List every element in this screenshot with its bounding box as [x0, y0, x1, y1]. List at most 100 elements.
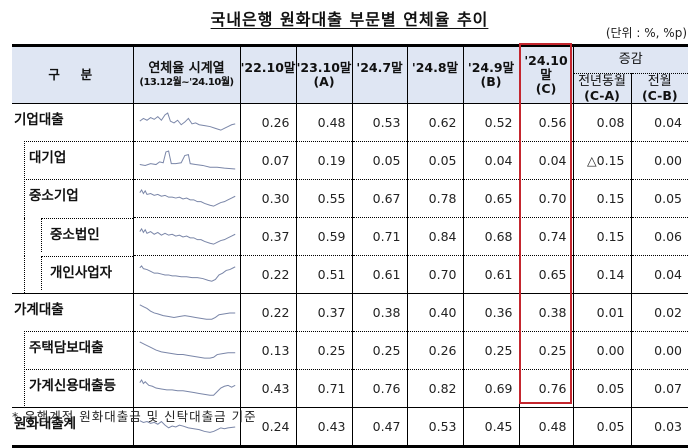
cell-yoy: 0.14 [573, 255, 632, 294]
cell-v2409: 0.25 [463, 331, 520, 370]
row-label: 주택담보대출 [12, 331, 134, 370]
cell-mom: 0.00 [631, 141, 689, 180]
cell-v2409: 0.36 [463, 293, 520, 332]
cell-v2310: 0.59 [296, 217, 353, 256]
header-yoy: 전년동월 (C-A) [572, 73, 632, 104]
cell-v2410: 0.56 [519, 103, 574, 142]
cell-v2210: 0.22 [240, 293, 297, 332]
cell-v2409: 0.69 [463, 369, 520, 408]
cell-mom: 0.03 [631, 407, 689, 448]
cell-yoy: 0.05 [573, 407, 632, 448]
table-row: 주택담보대출 0.13 0.25 0.25 0.26 0.25 0.25 0.00 0.00 [12, 331, 689, 370]
cell-v2408: 0.78 [407, 179, 464, 218]
cell-v2410: 0.70 [519, 179, 574, 218]
cell-mom: 0.04 [631, 103, 689, 142]
table-row: 개인사업자 0.22 0.51 0.61 0.70 0.61 0.65 0.14 0.04 [12, 255, 689, 294]
header-2410: '24.10말 (C) [518, 45, 574, 104]
cell-v2410: 0.04 [519, 141, 574, 180]
cell-mom: 0.06 [631, 217, 689, 256]
cell-v2210: 0.26 [240, 103, 297, 142]
cell-v2310: 0.51 [296, 255, 353, 294]
cell-v2310: 0.19 [296, 141, 353, 180]
cell-v2210: 0.07 [240, 141, 297, 180]
header-change: 증감 [572, 45, 689, 74]
cell-mom: 0.00 [631, 331, 689, 370]
header-2408: '24.8말 [406, 45, 464, 104]
unit-label: (단위 : %, %p) [605, 26, 687, 40]
cell-v2408: 0.05 [407, 141, 464, 180]
cell-v2410: 0.38 [519, 293, 574, 332]
cell-yoy: 0.15 [573, 179, 632, 218]
cell-yoy: 0.15 [573, 217, 632, 256]
cell-mom: 0.05 [631, 179, 689, 218]
sparkline-chart [133, 141, 241, 180]
cell-v2407: 0.47 [352, 407, 408, 448]
header-2310: '23.10말 (A) [295, 45, 353, 104]
row-label: 중소법인 [12, 217, 134, 256]
cell-v2408: 0.40 [407, 293, 464, 332]
cell-v2408: 0.62 [407, 103, 464, 142]
cell-v2310: 0.43 [296, 407, 353, 448]
sparkline-chart [133, 103, 241, 142]
delinquency-table: 구 분 연체율 시계열 (13.12월~'24.10월) '22.10말 '23… [12, 44, 689, 448]
cell-v2409: 0.68 [463, 217, 520, 256]
cell-v2407: 0.53 [352, 103, 408, 142]
cell-v2408: 0.53 [407, 407, 464, 448]
cell-v2210: 0.43 [240, 369, 297, 408]
cell-v2410: 0.48 [519, 407, 574, 448]
cell-v2410: 0.74 [519, 217, 574, 256]
cell-v2409: 0.61 [463, 255, 520, 294]
row-label: 대기업 [12, 141, 134, 180]
cell-yoy: 0.08 [573, 103, 632, 142]
cell-v2407: 0.61 [352, 255, 408, 294]
header-series: 연체율 시계열 (13.12월~'24.10월) [132, 45, 241, 104]
cell-v2407: 0.76 [352, 369, 408, 408]
row-label: 개인사업자 [12, 255, 134, 294]
table-row: 중소기업 0.30 0.55 0.67 0.78 0.65 0.70 0.15 0.05 [12, 179, 689, 218]
cell-v2407: 0.25 [352, 331, 408, 370]
cell-v2409: 0.04 [463, 141, 520, 180]
cell-v2210: 0.37 [240, 217, 297, 256]
cell-yoy: 0.00 [573, 331, 632, 370]
cell-v2409: 0.65 [463, 179, 520, 218]
footnote: * 은행계정 원화대출금 및 신탁대출금 기준 [12, 409, 257, 424]
sparkline-chart [133, 255, 241, 294]
sparkline-chart [133, 179, 241, 218]
cell-v2408: 0.84 [407, 217, 464, 256]
cell-v2408: 0.26 [407, 331, 464, 370]
header-2409: '24.9말 (B) [462, 45, 520, 104]
sparkline-chart [133, 331, 241, 370]
cell-v2210: 0.30 [240, 179, 297, 218]
header-category: 구 분 [12, 45, 134, 104]
header-2407: '24.7말 [351, 45, 408, 104]
row-label: 가계신용대출등 [12, 369, 134, 408]
cell-v2310: 0.71 [296, 369, 353, 408]
sparkline-chart [133, 369, 241, 408]
cell-v2407: 0.38 [352, 293, 408, 332]
table-row: 대기업 0.07 0.19 0.05 0.05 0.04 0.04 △0.15 0.00 [12, 141, 689, 180]
sparkline-chart [133, 293, 241, 332]
cell-v2210: 0.13 [240, 331, 297, 370]
cell-v2310: 0.37 [296, 293, 353, 332]
cell-v2210: 0.22 [240, 255, 297, 294]
cell-v2407: 0.71 [352, 217, 408, 256]
cell-mom: 0.02 [631, 293, 689, 332]
cell-v2409: 0.52 [463, 103, 520, 142]
table-row: 가계신용대출등 0.43 0.71 0.76 0.82 0.69 0.76 0.05 0.07 [12, 369, 689, 408]
row-label: 중소기업 [12, 179, 134, 218]
header-mom: 전월 (C-B) [630, 73, 689, 104]
table-row: 기업대출 0.26 0.48 0.53 0.62 0.52 0.56 0.08 0.04 [12, 103, 689, 142]
cell-v2310: 0.48 [296, 103, 353, 142]
cell-mom: 0.04 [631, 255, 689, 294]
cell-yoy: 0.05 [573, 369, 632, 408]
header-2210: '22.10말 [239, 45, 297, 104]
cell-v2410: 0.25 [519, 331, 574, 370]
cell-v2407: 0.67 [352, 179, 408, 218]
cell-v2310: 0.25 [296, 331, 353, 370]
cell-v2408: 0.70 [407, 255, 464, 294]
cell-v2410: 0.65 [519, 255, 574, 294]
cell-mom: 0.07 [631, 369, 689, 408]
table-row: 가계대출 0.22 0.37 0.38 0.40 0.36 0.38 0.01 0.02 [12, 293, 689, 332]
cell-v2408: 0.82 [407, 369, 464, 408]
row-label: 기업대출 [12, 103, 134, 142]
